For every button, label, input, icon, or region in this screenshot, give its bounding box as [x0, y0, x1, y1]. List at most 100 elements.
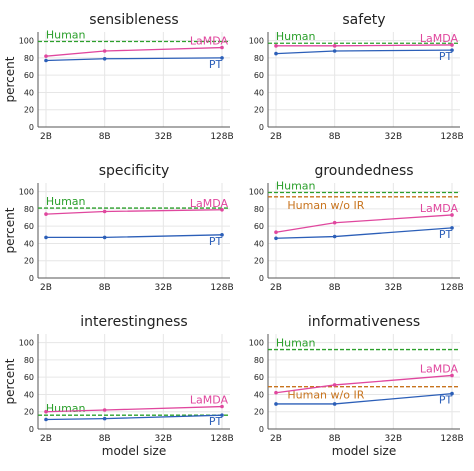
series-line-lamda	[276, 44, 453, 47]
x-axis-label: model size	[102, 444, 166, 458]
series-label: PT	[209, 235, 223, 248]
x-tick-label: 8B	[329, 132, 341, 142]
series-line-pt	[46, 234, 223, 239]
data-point	[274, 402, 278, 406]
data-point	[220, 207, 224, 212]
reference-label: Human	[276, 30, 316, 43]
data-point	[332, 49, 337, 53]
series-line-lamda	[45, 209, 223, 215]
x-tick-label: 32B	[155, 434, 173, 444]
chart-title: interestingness	[80, 314, 187, 330]
y-tick-label: 40	[254, 239, 264, 248]
x-tick-label: 2B	[270, 434, 282, 444]
data-point	[274, 236, 278, 241]
reference-label: Human	[46, 195, 86, 208]
x-tick-label: 2B	[270, 283, 282, 293]
data-point	[44, 212, 48, 216]
y-tick-label: 40	[254, 88, 264, 97]
reference-label: Human	[276, 337, 316, 350]
x-tick-label: 8B	[99, 132, 111, 142]
subplot-interestingness: 0 20 40 60 80 100 2B 8B 32B 128B interestingness pe…	[3, 314, 234, 458]
chart-title: informativeness	[308, 314, 420, 330]
reference-label: Human	[46, 29, 86, 42]
data-point	[450, 213, 454, 217]
y-axis-label: percent	[3, 207, 17, 253]
x-tick-label: 32B	[385, 132, 403, 142]
reference-label: Human w/o IR	[287, 199, 364, 212]
y-tick-label: 60	[254, 222, 264, 231]
y-tick-label: 60	[24, 222, 34, 231]
data-point	[102, 416, 107, 421]
y-tick-label: 40	[24, 390, 34, 399]
data-point	[44, 235, 48, 240]
data-point	[450, 373, 454, 378]
y-tick-label: 0	[259, 123, 264, 132]
data-point	[274, 230, 278, 235]
data-point	[332, 402, 337, 406]
data-point	[450, 43, 454, 47]
x-axis-label: model size	[332, 444, 396, 458]
y-tick-label: 100	[19, 37, 34, 46]
data-point	[332, 234, 337, 239]
x-tick-label: 8B	[329, 434, 341, 444]
y-tick-label: 100	[19, 339, 34, 348]
subplot-specificity: 0 20 40 60 80 100 2B 8B 32B 128B specificity percen…	[3, 163, 234, 293]
y-tick-label: 80	[254, 356, 264, 365]
series-label: LaMDA	[420, 362, 459, 375]
y-tick-label: 20	[24, 106, 34, 115]
data-point	[332, 383, 337, 387]
y-tick-label: 40	[254, 390, 264, 399]
data-point	[44, 54, 48, 58]
data-point	[44, 409, 48, 414]
data-point	[274, 51, 278, 56]
series-label: LaMDA	[190, 197, 229, 210]
x-tick-label: 32B	[155, 283, 173, 293]
y-tick-label: 20	[24, 408, 34, 417]
series-label: LaMDA	[190, 35, 229, 48]
chart-title: specificity	[99, 163, 170, 179]
y-tick-label: 60	[24, 373, 34, 382]
subplot-sensibleness: 0 20 40 60 80 100 2B 8B 32B 128B sensibleness perce…	[3, 12, 234, 142]
y-tick-label: 40	[24, 88, 34, 97]
y-tick-label: 60	[254, 71, 264, 80]
x-tick-label: 8B	[99, 434, 111, 444]
reference-label: Human	[46, 402, 86, 415]
x-tick-label: 32B	[385, 283, 403, 293]
y-tick-label: 100	[249, 339, 264, 348]
y-tick-label: 100	[249, 188, 264, 197]
data-point	[102, 49, 107, 53]
series-line-pt	[275, 49, 453, 55]
y-axis-label: percent	[3, 358, 17, 404]
x-tick-label: 32B	[155, 132, 173, 142]
data-point	[220, 413, 224, 417]
y-tick-label: 80	[24, 205, 34, 214]
chart-title: groundedness	[314, 163, 413, 179]
x-tick-label: 128B	[210, 132, 233, 142]
series-line-pt	[275, 227, 453, 239]
x-tick-label: 128B	[440, 434, 463, 444]
x-tick-label: 128B	[210, 434, 233, 444]
data-point	[220, 233, 224, 237]
data-point	[332, 220, 337, 225]
data-point	[274, 390, 278, 395]
y-tick-label: 0	[259, 425, 264, 434]
y-tick-label: 80	[24, 356, 34, 365]
series-label: PT	[209, 58, 223, 71]
x-tick-label: 2B	[40, 283, 52, 293]
series-label: PT	[439, 394, 453, 407]
y-tick-label: 100	[19, 188, 34, 197]
y-tick-label: 100	[249, 37, 264, 46]
data-point	[220, 56, 224, 60]
reference-label: Human w/o IR	[287, 389, 364, 402]
data-point	[450, 391, 454, 396]
y-tick-label: 60	[254, 373, 264, 382]
series-label: LaMDA	[420, 32, 459, 45]
subplot-informativeness: 0 20 40 60 80 100 2B 8B 32B 128B informativeness mo…	[249, 314, 464, 458]
data-point	[450, 48, 454, 52]
x-tick-label: 2B	[40, 434, 52, 444]
y-tick-label: 20	[254, 106, 264, 115]
series-label: PT	[209, 415, 223, 428]
y-tick-label: 0	[259, 274, 264, 283]
y-tick-label: 80	[254, 54, 264, 63]
